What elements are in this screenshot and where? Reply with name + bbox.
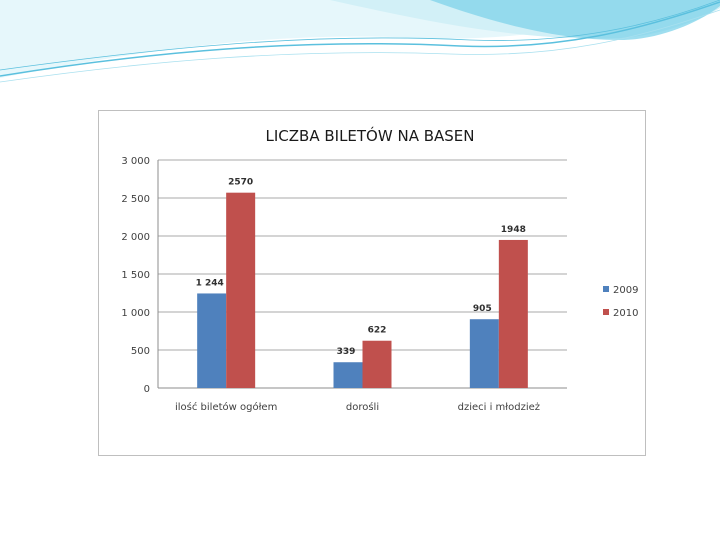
data-label: 622: [368, 326, 387, 336]
bar-2009-1: [333, 362, 363, 388]
x-category-label: ilość biletów ogółem: [175, 401, 277, 413]
bar-2010-2: [498, 239, 528, 388]
legend-label: 2009: [613, 285, 638, 296]
y-tick-label: 2 000: [121, 232, 150, 243]
x-axis-category-labels: ilość biletów ogółem dorośli dzieci i młod…: [175, 401, 540, 413]
x-category-label: dzieci i młodzież: [458, 402, 540, 413]
y-tick-label: 1 500: [121, 270, 150, 281]
legend-label: 2010: [613, 308, 638, 319]
y-tick-label: 3 000: [121, 156, 150, 167]
data-label: 1 244: [196, 278, 224, 288]
data-label: 1948: [501, 225, 526, 235]
legend-swatch-2010: [603, 309, 609, 315]
data-label: 905: [473, 304, 492, 314]
data-label: 2570: [228, 178, 253, 188]
legend-swatch-2009: [603, 286, 609, 292]
swoosh-line-2: [0, 0, 720, 71]
header-swoosh-decoration: [0, 0, 720, 83]
bar-2010-0: [226, 192, 256, 388]
swoosh-band-cyan: [430, 0, 720, 40]
swoosh-line-1: [0, 1, 720, 77]
data-labels: 1 244 2570 339 622 905 1948: [196, 178, 526, 358]
y-tick-label: 500: [131, 346, 150, 357]
data-label: 339: [337, 347, 356, 357]
x-category-label: dorośli: [346, 401, 379, 413]
chart-title: LICZBA BILETÓW NA BASEN: [266, 126, 475, 145]
y-tick-label: 1 000: [121, 308, 150, 319]
bar-chart: LICZBA BILETÓW NA BASEN 0 500 1 000 1 500 2 …: [121, 126, 638, 413]
y-tick-label: 0: [144, 384, 150, 395]
chart-frame: [98, 110, 646, 456]
legend: 2009 2010: [603, 285, 638, 319]
y-axis-tick-labels: 0 500 1 000 1 500 2 000 2 500 3 000: [121, 156, 150, 395]
swoosh-line-3: [0, 9, 720, 83]
bar-2010-1: [362, 340, 392, 388]
y-tick-label: 2 500: [121, 194, 150, 205]
bars: [197, 192, 528, 388]
bar-2009-2: [469, 319, 499, 388]
bar-2009-0: [197, 293, 227, 388]
